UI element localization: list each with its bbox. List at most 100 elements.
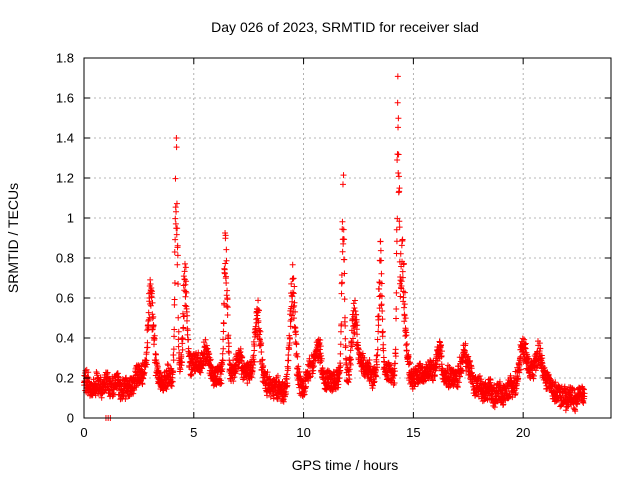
data-point	[230, 378, 237, 385]
chart-title: Day 026 of 2023, SRMTID for receiver sla…	[211, 19, 479, 35]
data-point	[171, 280, 178, 287]
data-point	[513, 382, 520, 389]
data-point	[171, 248, 178, 255]
data-point	[526, 355, 533, 362]
data-point	[398, 278, 405, 285]
data-point	[178, 353, 185, 360]
x-tick-label: 0	[80, 425, 87, 440]
data-point	[285, 365, 292, 372]
data-point	[374, 336, 381, 343]
data-point	[379, 307, 386, 314]
data-point	[446, 363, 453, 370]
data-point	[393, 315, 400, 322]
data-point	[351, 304, 358, 311]
data-point	[318, 352, 325, 359]
data-point	[375, 322, 382, 329]
data-point	[478, 376, 485, 383]
data-point	[82, 367, 89, 374]
data-point	[163, 386, 170, 393]
data-point	[572, 408, 579, 415]
data-point	[143, 361, 150, 368]
y-tick-label: 0.6	[56, 291, 74, 306]
data-point	[402, 333, 409, 340]
data-point	[376, 279, 383, 286]
data-point	[148, 288, 155, 295]
data-point	[302, 383, 309, 390]
data-point	[403, 341, 410, 348]
data-point	[399, 268, 406, 275]
data-point	[244, 380, 251, 387]
data-point	[177, 366, 184, 373]
data-point	[396, 224, 403, 231]
data-point	[339, 181, 346, 188]
data-point	[352, 297, 359, 304]
data-point	[341, 296, 348, 303]
data-point	[373, 373, 380, 380]
data-point	[522, 340, 529, 347]
data-point	[461, 347, 468, 354]
data-point	[282, 390, 289, 397]
data-point	[218, 367, 225, 374]
data-point	[373, 352, 380, 359]
data-point	[166, 370, 173, 377]
data-point	[224, 287, 231, 294]
data-point	[378, 270, 385, 277]
data-point	[174, 242, 181, 249]
data-point	[399, 274, 406, 281]
data-point	[184, 312, 191, 319]
data-point	[395, 124, 402, 131]
data-point	[401, 312, 408, 319]
data-point	[379, 316, 386, 323]
data-point	[184, 327, 191, 334]
data-point	[359, 350, 366, 357]
data-point	[347, 347, 354, 354]
y-tick-label: 0	[67, 411, 74, 426]
data-point	[172, 236, 179, 243]
data-point	[258, 340, 265, 347]
data-point	[403, 347, 410, 354]
data-point	[218, 380, 225, 387]
data-point	[314, 347, 321, 354]
data-point	[151, 332, 158, 339]
data-point	[225, 332, 232, 339]
data-point	[172, 175, 179, 182]
data-point	[354, 322, 361, 329]
data-point	[156, 370, 163, 377]
data-point	[226, 349, 233, 356]
data-point	[289, 276, 296, 283]
data-point	[219, 350, 226, 357]
data-point	[342, 322, 349, 329]
data-point	[338, 290, 345, 297]
data-point	[175, 280, 182, 287]
data-point	[205, 351, 212, 358]
data-point	[199, 365, 206, 372]
data-point	[250, 352, 257, 359]
data-point	[341, 256, 348, 263]
data-point	[462, 340, 469, 347]
data-point	[411, 383, 418, 390]
data-point	[334, 384, 341, 391]
data-point	[400, 260, 407, 267]
data-point	[117, 380, 124, 387]
data-point	[393, 306, 400, 313]
data-point	[289, 289, 296, 296]
data-point	[122, 396, 129, 403]
data-point	[174, 252, 181, 259]
data-point	[220, 336, 227, 343]
x-tick-label: 5	[190, 425, 197, 440]
data-point	[182, 293, 189, 300]
data-point	[259, 357, 266, 364]
data-point	[517, 366, 524, 373]
data-point	[580, 386, 587, 393]
data-point	[349, 343, 356, 350]
data-point	[309, 370, 316, 377]
data-point	[348, 356, 355, 363]
data-point	[500, 401, 507, 408]
data-point	[173, 134, 180, 141]
data-point	[353, 316, 360, 323]
data-point	[220, 328, 227, 335]
data-point	[182, 281, 189, 288]
data-point	[175, 343, 182, 350]
data-point	[467, 357, 474, 364]
